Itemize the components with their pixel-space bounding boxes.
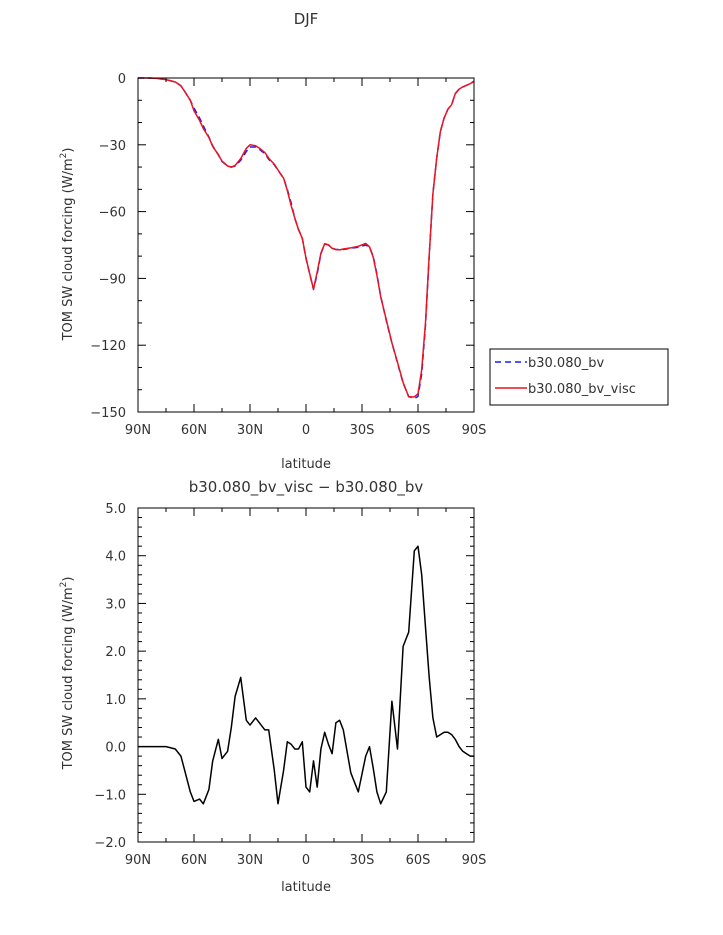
x-tick-label-top: 60S	[406, 423, 431, 438]
y-tick-label-bottom: 0.0	[105, 741, 126, 756]
y-tick-label-top: −120	[90, 339, 126, 354]
plot-frame-bottom	[137, 507, 475, 843]
x-tick-label-top: 0	[302, 423, 310, 438]
x-tick-label-bottom: 30S	[350, 853, 375, 868]
legend: b30.080_bv b30.080_bv_visc	[489, 348, 669, 406]
y-axis-title-bottom-main: TOM SW cloud forcing (W/m	[61, 587, 76, 770]
y-axis-title-top-superscript: 2	[59, 153, 69, 159]
y-axis-title-top-close: )	[61, 148, 76, 153]
x-axis-title-top: latitude	[281, 457, 331, 472]
x-tick-label-bottom: 90N	[125, 853, 151, 868]
x-tick-label-bottom: 90S	[462, 853, 487, 868]
x-tick-label-bottom: 60N	[181, 853, 207, 868]
y-tick-label-top: 0	[118, 72, 126, 87]
y-axis-title-bottom: TOM SW cloud forcing (W/m2)	[59, 577, 76, 771]
y-tick-label-bottom: 4.0	[105, 550, 126, 565]
chart-title-bottom: b30.080_bv_visc − b30.080_bv	[189, 478, 424, 497]
y-tick-label-bottom: 3.0	[105, 597, 126, 612]
panel-top: DJF 90N 60N 30N 0 30S 60S 90S 0 −30 −60 −90 −120 −15…	[59, 10, 486, 472]
legend-label-bv: b30.080_bv	[528, 356, 604, 371]
x-tick-label-bottom: 30N	[237, 853, 263, 868]
series-line-bottom-0	[138, 545, 474, 805]
x-axis-title-bottom: latitude	[281, 880, 331, 895]
legend-label-bv-visc: b30.080_bv_visc	[528, 382, 636, 397]
y-tick-label-bottom: −2.0	[94, 836, 126, 851]
y-axis-title-top: TOM SW cloud forcing (W/m2)	[59, 148, 76, 342]
x-tick-label-top: 90N	[125, 423, 151, 438]
y-tick-label-top: −30	[99, 139, 126, 154]
x-tick-label-bottom: 0	[302, 853, 310, 868]
legend-box	[489, 348, 669, 406]
y-tick-label-bottom: 5.0	[105, 502, 126, 517]
y-tick-label-top: −60	[99, 206, 126, 221]
x-tick-label-top: 90S	[462, 423, 487, 438]
y-tick-label-bottom: 1.0	[105, 693, 126, 708]
y-tick-label-top: −90	[99, 272, 126, 287]
series-line-top-1	[138, 77, 475, 398]
x-tick-label-top: 30S	[350, 423, 375, 438]
plot-frame-top	[137, 77, 475, 413]
chart-title-top: DJF	[294, 10, 319, 28]
y-tick-label-top: −150	[90, 406, 126, 421]
panel-bottom: b30.080_bv_visc − b30.080_bv 90N 60N 30N 0 3…	[59, 478, 486, 895]
y-tick-label-bottom: 2.0	[105, 645, 126, 660]
x-tick-label-bottom: 60S	[406, 853, 431, 868]
y-axis-title-bottom-close: )	[61, 577, 76, 582]
y-axis-title-top-main: TOM SW cloud forcing (W/m	[61, 158, 76, 341]
x-tick-label-top: 60N	[181, 423, 207, 438]
y-axis-title-bottom-superscript: 2	[59, 582, 69, 588]
y-tick-label-bottom: −1.0	[94, 788, 126, 803]
x-tick-label-top: 30N	[237, 423, 263, 438]
